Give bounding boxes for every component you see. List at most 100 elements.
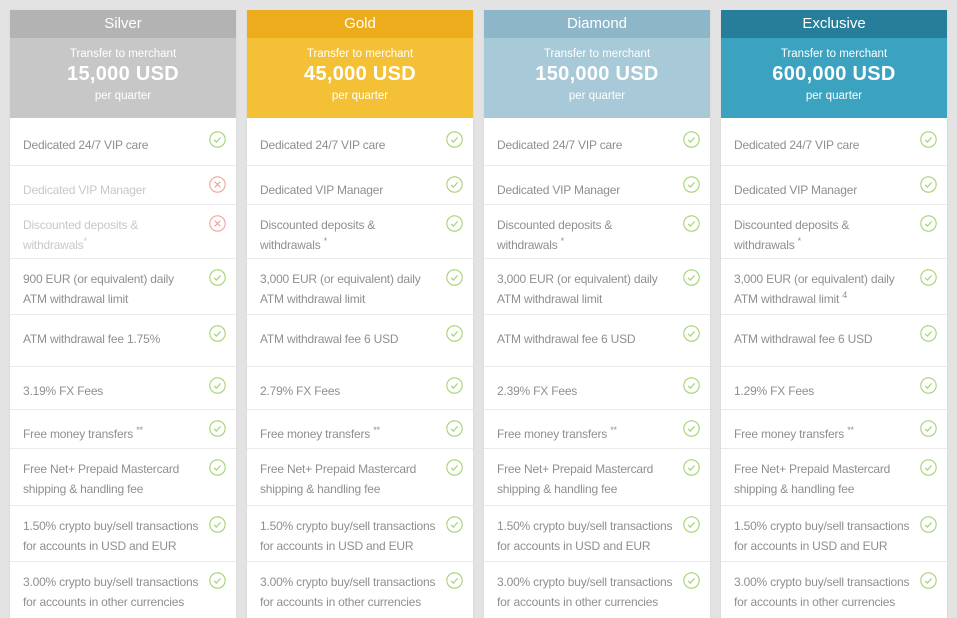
- feature-row: 1.50% crypto buy/sell transactions for a…: [721, 506, 947, 562]
- feature-label: ATM withdrawal fee 6 USD: [497, 332, 636, 346]
- check-icon: [920, 572, 937, 589]
- feature-row: Free money transfers **: [484, 410, 710, 449]
- feature-label: Free money transfers **: [734, 425, 854, 441]
- check-icon: [920, 176, 937, 193]
- feature-label: Discounted deposits & withdrawals *: [260, 218, 376, 252]
- plan-price-block-gold: Transfer to merchant 45,000 USD per quar…: [247, 38, 473, 118]
- plan-tab-silver[interactable]: Silver: [10, 10, 236, 38]
- feature-row: 1.50% crypto buy/sell transactions for a…: [10, 506, 236, 562]
- check-icon: [683, 325, 700, 342]
- feature-row: 2.79% FX Fees: [247, 367, 473, 410]
- feature-label: 3.00% crypto buy/sell transactions for a…: [23, 575, 199, 609]
- feature-list-silver: Dedicated 24/7 VIP care Dedicated VIP Ma…: [10, 118, 236, 618]
- feature-list-diamond: Dedicated 24/7 VIP care Dedicated VIP Ma…: [484, 118, 710, 618]
- feature-label: 1.50% crypto buy/sell transactions for a…: [734, 519, 910, 553]
- plan-tab-gold[interactable]: Gold: [247, 10, 473, 38]
- plan-card-silver: Silver Transfer to merchant 15,000 USD p…: [10, 10, 236, 618]
- feature-label: Dedicated VIP Manager: [497, 183, 620, 197]
- check-icon: [683, 516, 700, 533]
- feature-label: 1.50% crypto buy/sell transactions for a…: [23, 519, 199, 553]
- transfer-amount: 45,000 USD: [304, 63, 416, 85]
- check-icon: [683, 131, 700, 148]
- check-icon: [209, 325, 226, 342]
- check-icon: [446, 459, 463, 476]
- transfer-period: per quarter: [331, 90, 389, 102]
- plan-price-block-silver: Transfer to merchant 15,000 USD per quar…: [10, 38, 236, 118]
- check-icon: [446, 572, 463, 589]
- cross-icon: [209, 215, 226, 232]
- feature-label: 2.79% FX Fees: [260, 384, 341, 398]
- check-icon: [209, 269, 226, 286]
- feature-label: Free Net+ Prepaid Mastercard shipping & …: [734, 462, 891, 496]
- feature-row: Free money transfers **: [247, 410, 473, 449]
- plan-price-block-diamond: Transfer to merchant 150,000 USD per qua…: [484, 38, 710, 118]
- check-icon: [920, 215, 937, 232]
- check-icon: [920, 269, 937, 286]
- check-icon: [209, 572, 226, 589]
- check-icon: [920, 325, 937, 342]
- feature-row: ATM withdrawal fee 6 USD: [484, 315, 710, 367]
- feature-label: Free Net+ Prepaid Mastercard shipping & …: [23, 462, 180, 496]
- feature-label: Dedicated 24/7 VIP care: [497, 138, 623, 152]
- feature-label: 900 EUR (or equivalent) daily ATM withdr…: [23, 272, 174, 306]
- feature-row: Dedicated VIP Manager: [10, 166, 236, 205]
- feature-row: Dedicated VIP Manager: [247, 166, 473, 205]
- transfer-label: Transfer to merchant: [306, 48, 414, 60]
- plan-price-block-exclusive: Transfer to merchant 600,000 USD per qua…: [721, 38, 947, 118]
- check-icon: [209, 420, 226, 437]
- feature-row: 3,000 EUR (or equivalent) daily ATM with…: [247, 259, 473, 315]
- feature-row: Free money transfers **: [10, 410, 236, 449]
- feature-row: 3,000 EUR (or equivalent) daily ATM with…: [484, 259, 710, 315]
- feature-label: 3.00% crypto buy/sell transactions for a…: [734, 575, 910, 609]
- feature-label: Dedicated VIP Manager: [23, 183, 146, 197]
- check-icon: [683, 377, 700, 394]
- transfer-amount: 150,000 USD: [535, 63, 659, 85]
- feature-label: 3.00% crypto buy/sell transactions for a…: [260, 575, 436, 609]
- plan-tab-exclusive[interactable]: Exclusive: [721, 10, 947, 38]
- feature-row: Dedicated 24/7 VIP care: [721, 118, 947, 166]
- check-icon: [683, 420, 700, 437]
- plan-tab-diamond[interactable]: Diamond: [484, 10, 710, 38]
- feature-label: 1.50% crypto buy/sell transactions for a…: [260, 519, 436, 553]
- feature-label: Dedicated VIP Manager: [260, 183, 383, 197]
- transfer-label: Transfer to merchant: [780, 48, 888, 60]
- feature-row: Dedicated 24/7 VIP care: [247, 118, 473, 166]
- feature-row: Discounted deposits & withdrawals *: [247, 205, 473, 259]
- feature-row: 900 EUR (or equivalent) daily ATM withdr…: [10, 259, 236, 315]
- check-icon: [683, 572, 700, 589]
- check-icon: [446, 516, 463, 533]
- feature-label: Free money transfers **: [23, 425, 143, 441]
- feature-label: 3.00% crypto buy/sell transactions for a…: [497, 575, 673, 609]
- feature-row: Free Net+ Prepaid Mastercard shipping & …: [10, 449, 236, 506]
- feature-row: 3,000 EUR (or equivalent) daily ATM with…: [721, 259, 947, 315]
- feature-row: 3.00% crypto buy/sell transactions for a…: [484, 562, 710, 618]
- feature-list-exclusive: Dedicated 24/7 VIP care Dedicated VIP Ma…: [721, 118, 947, 618]
- feature-label: 3,000 EUR (or equivalent) daily ATM with…: [497, 272, 658, 306]
- feature-row: Discounted deposits & withdrawals *: [484, 205, 710, 259]
- check-icon: [446, 215, 463, 232]
- feature-label: ATM withdrawal fee 6 USD: [260, 332, 399, 346]
- check-icon: [920, 131, 937, 148]
- feature-row: ATM withdrawal fee 6 USD: [721, 315, 947, 367]
- check-icon: [446, 420, 463, 437]
- check-icon: [209, 131, 226, 148]
- feature-label: Discounted deposits & withdrawals*: [23, 218, 139, 252]
- transfer-label: Transfer to merchant: [69, 48, 177, 60]
- feature-label: Dedicated 24/7 VIP care: [23, 138, 149, 152]
- feature-label: Free money transfers **: [497, 425, 617, 441]
- check-icon: [920, 459, 937, 476]
- feature-label: Free Net+ Prepaid Mastercard shipping & …: [497, 462, 654, 496]
- feature-label: 1.50% crypto buy/sell transactions for a…: [497, 519, 673, 553]
- feature-row: Dedicated 24/7 VIP care: [10, 118, 236, 166]
- feature-row: Free Net+ Prepaid Mastercard shipping & …: [484, 449, 710, 506]
- feature-label: 1.29% FX Fees: [734, 384, 815, 398]
- feature-row: 1.50% crypto buy/sell transactions for a…: [247, 506, 473, 562]
- feature-row: Discounted deposits & withdrawals*: [10, 205, 236, 259]
- feature-label: 3.19% FX Fees: [23, 384, 104, 398]
- feature-label: ATM withdrawal fee 1.75%: [23, 332, 161, 346]
- check-icon: [683, 459, 700, 476]
- feature-row: 2.39% FX Fees: [484, 367, 710, 410]
- plan-card-gold: Gold Transfer to merchant 45,000 USD per…: [247, 10, 473, 618]
- check-icon: [446, 377, 463, 394]
- check-icon: [446, 269, 463, 286]
